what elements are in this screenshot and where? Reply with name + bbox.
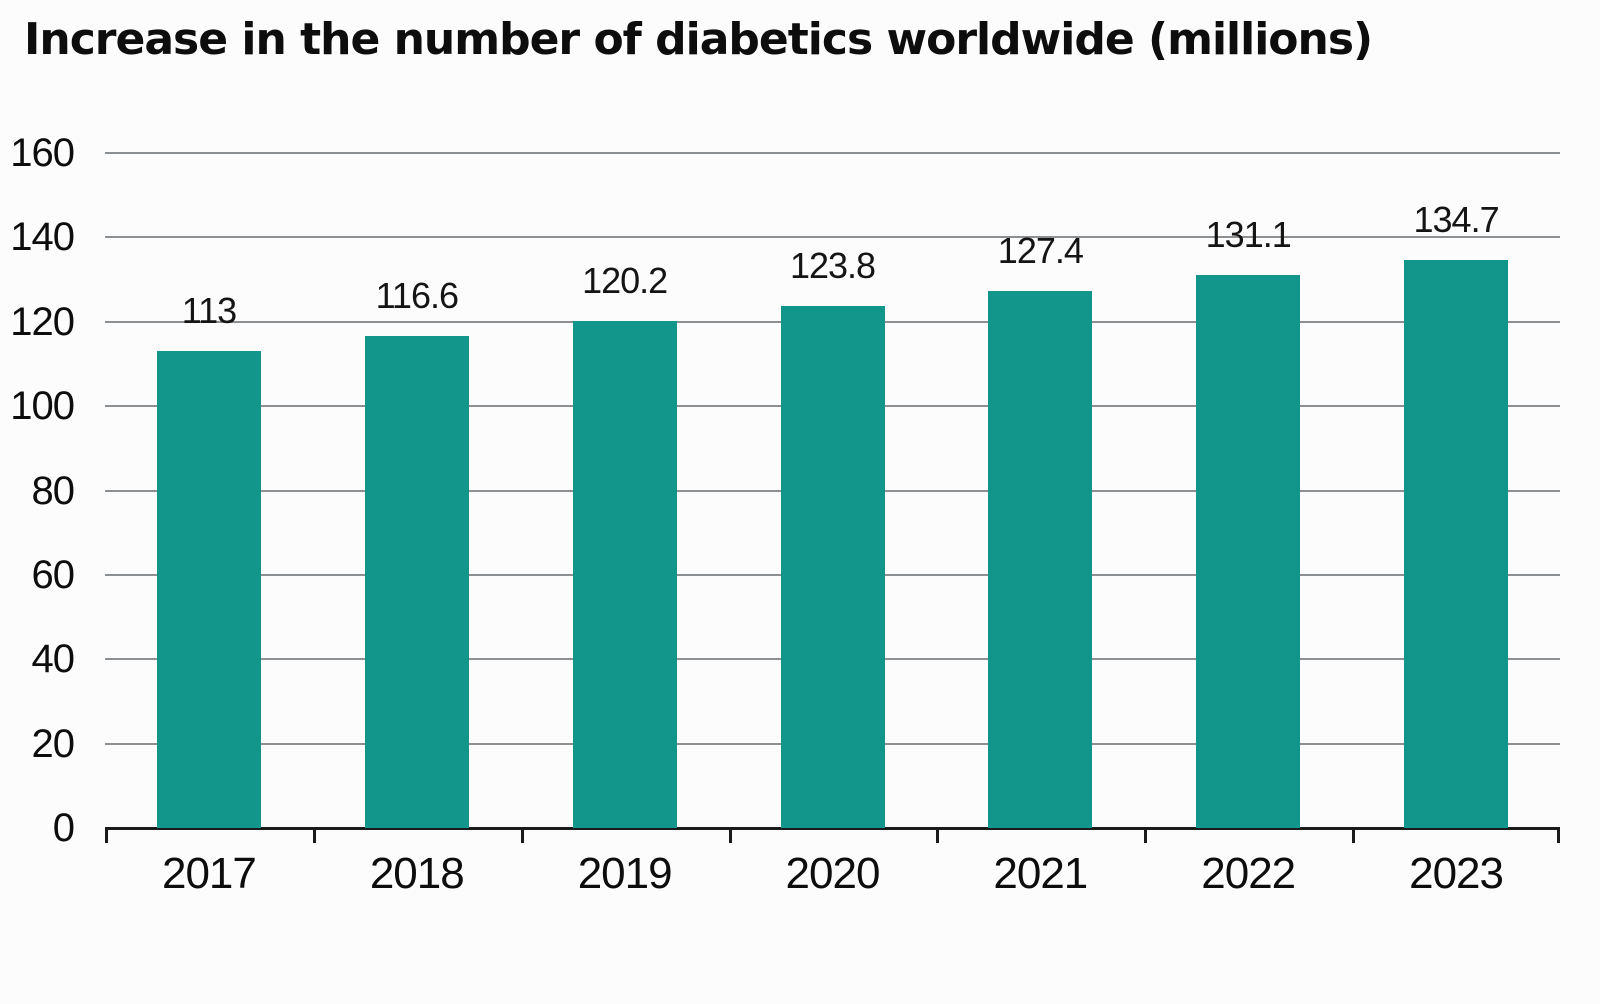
bar <box>780 305 885 828</box>
bar-value-label: 123.8 <box>789 244 876 286</box>
axis-tick-mark <box>312 829 316 843</box>
x-tick-label: 2018 <box>369 849 465 898</box>
x-tick-label: 2017 <box>161 849 257 898</box>
bar-value-label: 113 <box>181 290 237 332</box>
y-tick-label: 160 <box>10 131 75 175</box>
bar-value-label: 127.4 <box>997 229 1084 271</box>
x-tick-label: 2021 <box>993 849 1088 898</box>
y-tick-label: 80 <box>31 468 75 513</box>
x-axis-baseline <box>105 827 1560 830</box>
x-axis-labels: 2017 2018 2019 2020 2021 2022 2023 <box>105 849 1560 909</box>
x-tick-label: 2019 <box>577 849 673 898</box>
bar <box>1404 259 1509 828</box>
axis-tick-mark <box>1557 829 1560 843</box>
bar-value-label: 116.6 <box>375 275 459 317</box>
chart-title: Increase in the number of diabetics worl… <box>24 14 1373 65</box>
x-tick-label: 2020 <box>785 849 881 898</box>
gridline <box>105 236 1560 239</box>
gridline <box>105 152 1560 154</box>
axis-tick-mark <box>728 829 732 843</box>
y-tick-label: 40 <box>31 637 75 682</box>
y-tick-label: 120 <box>10 299 75 344</box>
bar <box>988 290 1093 828</box>
y-tick-label: 140 <box>10 215 75 260</box>
x-tick-label: 2023 <box>1409 849 1504 898</box>
axis-tick-mark <box>1352 829 1356 843</box>
bar <box>364 336 469 828</box>
axis-tick-mark <box>105 829 108 843</box>
bar <box>1196 274 1301 828</box>
bar-value-label: 120.2 <box>582 259 668 301</box>
bar-value-label: 131.1 <box>1205 213 1292 255</box>
bar-value-label: 134.7 <box>1413 198 1500 240</box>
y-tick-label: 60 <box>31 552 75 597</box>
y-tick-label: 20 <box>31 721 75 766</box>
y-tick-label: 0 <box>52 806 75 850</box>
bar <box>156 351 261 828</box>
bar <box>572 320 677 828</box>
y-tick-label: 100 <box>10 384 75 429</box>
y-axis-labels: 0 20 40 60 80 100 120 140 160 <box>0 133 80 848</box>
axis-tick-mark <box>1144 829 1148 843</box>
axis-tick-mark <box>520 829 524 843</box>
x-tick-label: 2022 <box>1201 849 1296 898</box>
plot-area: 113 116.6 120.2 123.8 127.4 131.1 134.7 <box>105 152 1560 843</box>
axis-tick-mark <box>936 829 940 843</box>
